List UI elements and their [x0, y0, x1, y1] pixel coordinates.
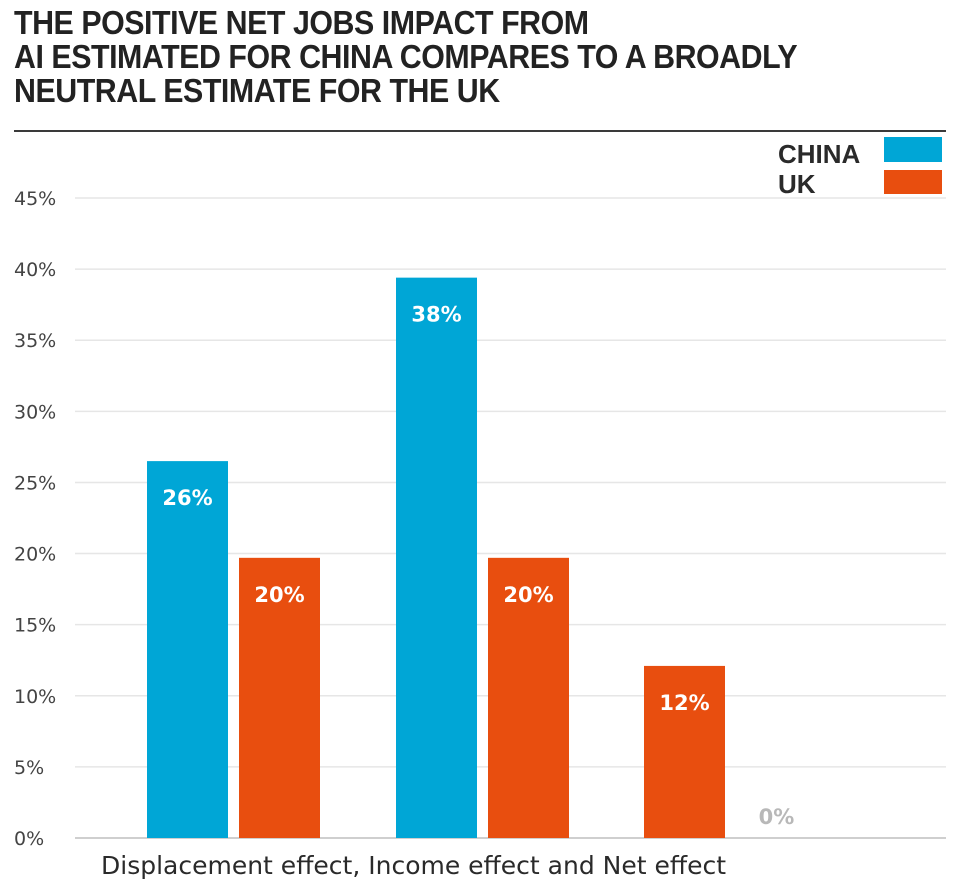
bar-value-label: 20%: [503, 583, 553, 607]
y-tick-label: 15%: [14, 615, 56, 637]
bar-uk-income: [488, 557, 569, 838]
bar-value-label: 0%: [759, 805, 795, 829]
y-tick-label: 35%: [14, 330, 56, 352]
title-divider: [14, 130, 946, 132]
legend-swatch-china: [884, 137, 942, 162]
y-axis-ticks: 0% 5% 10% 15% 20% 25% 30% 35% 40% 45%: [14, 188, 56, 850]
chart-title-line: THE POSITIVE NET JOBS IMPACT FROM: [14, 4, 589, 41]
y-tick-label: 10%: [14, 686, 56, 708]
legend: CHINA UK: [778, 137, 942, 199]
bar-china-income: [396, 277, 477, 839]
x-axis-label: Displacement effect, Income effect and N…: [101, 851, 726, 880]
y-tick-label: 0%: [14, 828, 44, 850]
bar-china-displacement: [147, 461, 228, 838]
y-tick-label: 40%: [14, 259, 56, 281]
legend-swatch-uk: [884, 170, 942, 194]
y-tick-label: 30%: [14, 401, 56, 423]
bars: 26% 20% 38% 20% 12% 0%: [147, 277, 795, 839]
y-tick-label: 20%: [14, 544, 56, 566]
y-tick-label: 5%: [14, 757, 44, 779]
chart-title: THE POSITIVE NET JOBS IMPACT FROM AI EST…: [14, 6, 879, 108]
bar-value-label: 20%: [254, 583, 304, 607]
chart-title-line: AI ESTIMATED FOR CHINA COMPARES TO A BRO…: [14, 38, 798, 75]
bar-china-net: [644, 665, 725, 838]
chart-title-line: NEUTRAL ESTIMATE FOR THE UK: [14, 72, 500, 109]
bar-uk-displacement: [239, 557, 320, 838]
bar-value-label: 38%: [411, 303, 461, 327]
legend-label-china: CHINA: [778, 139, 861, 169]
bar-value-label: 12%: [659, 691, 709, 715]
y-tick-label: 45%: [14, 188, 56, 210]
y-tick-label: 25%: [14, 472, 56, 494]
bar-value-label: 26%: [162, 486, 212, 510]
legend-label-uk: UK: [778, 169, 816, 199]
